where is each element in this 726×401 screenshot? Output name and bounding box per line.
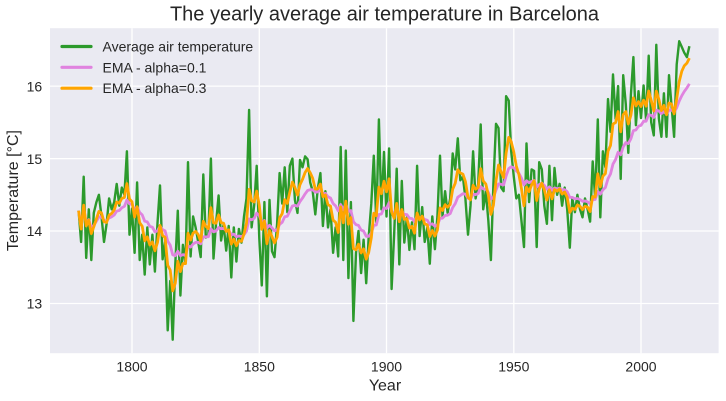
svg-text:2000: 2000 <box>625 358 656 374</box>
svg-text:1900: 1900 <box>371 358 402 374</box>
svg-text:1950: 1950 <box>498 358 529 374</box>
svg-text:16: 16 <box>27 78 43 94</box>
svg-text:Temperature [°C]: Temperature [°C] <box>5 130 22 251</box>
svg-text:The yearly average air tempera: The yearly average air temperature in Ba… <box>170 3 600 25</box>
svg-text:1850: 1850 <box>244 358 275 374</box>
svg-text:EMA - alpha=0.3: EMA - alpha=0.3 <box>103 80 207 96</box>
svg-text:Average air temperature: Average air temperature <box>103 39 254 55</box>
svg-text:15: 15 <box>27 151 43 167</box>
svg-text:EMA - alpha=0.1: EMA - alpha=0.1 <box>103 59 207 75</box>
svg-text:13: 13 <box>27 296 43 312</box>
svg-text:1800: 1800 <box>116 358 147 374</box>
svg-text:Year: Year <box>369 378 402 395</box>
svg-text:14: 14 <box>27 223 43 239</box>
